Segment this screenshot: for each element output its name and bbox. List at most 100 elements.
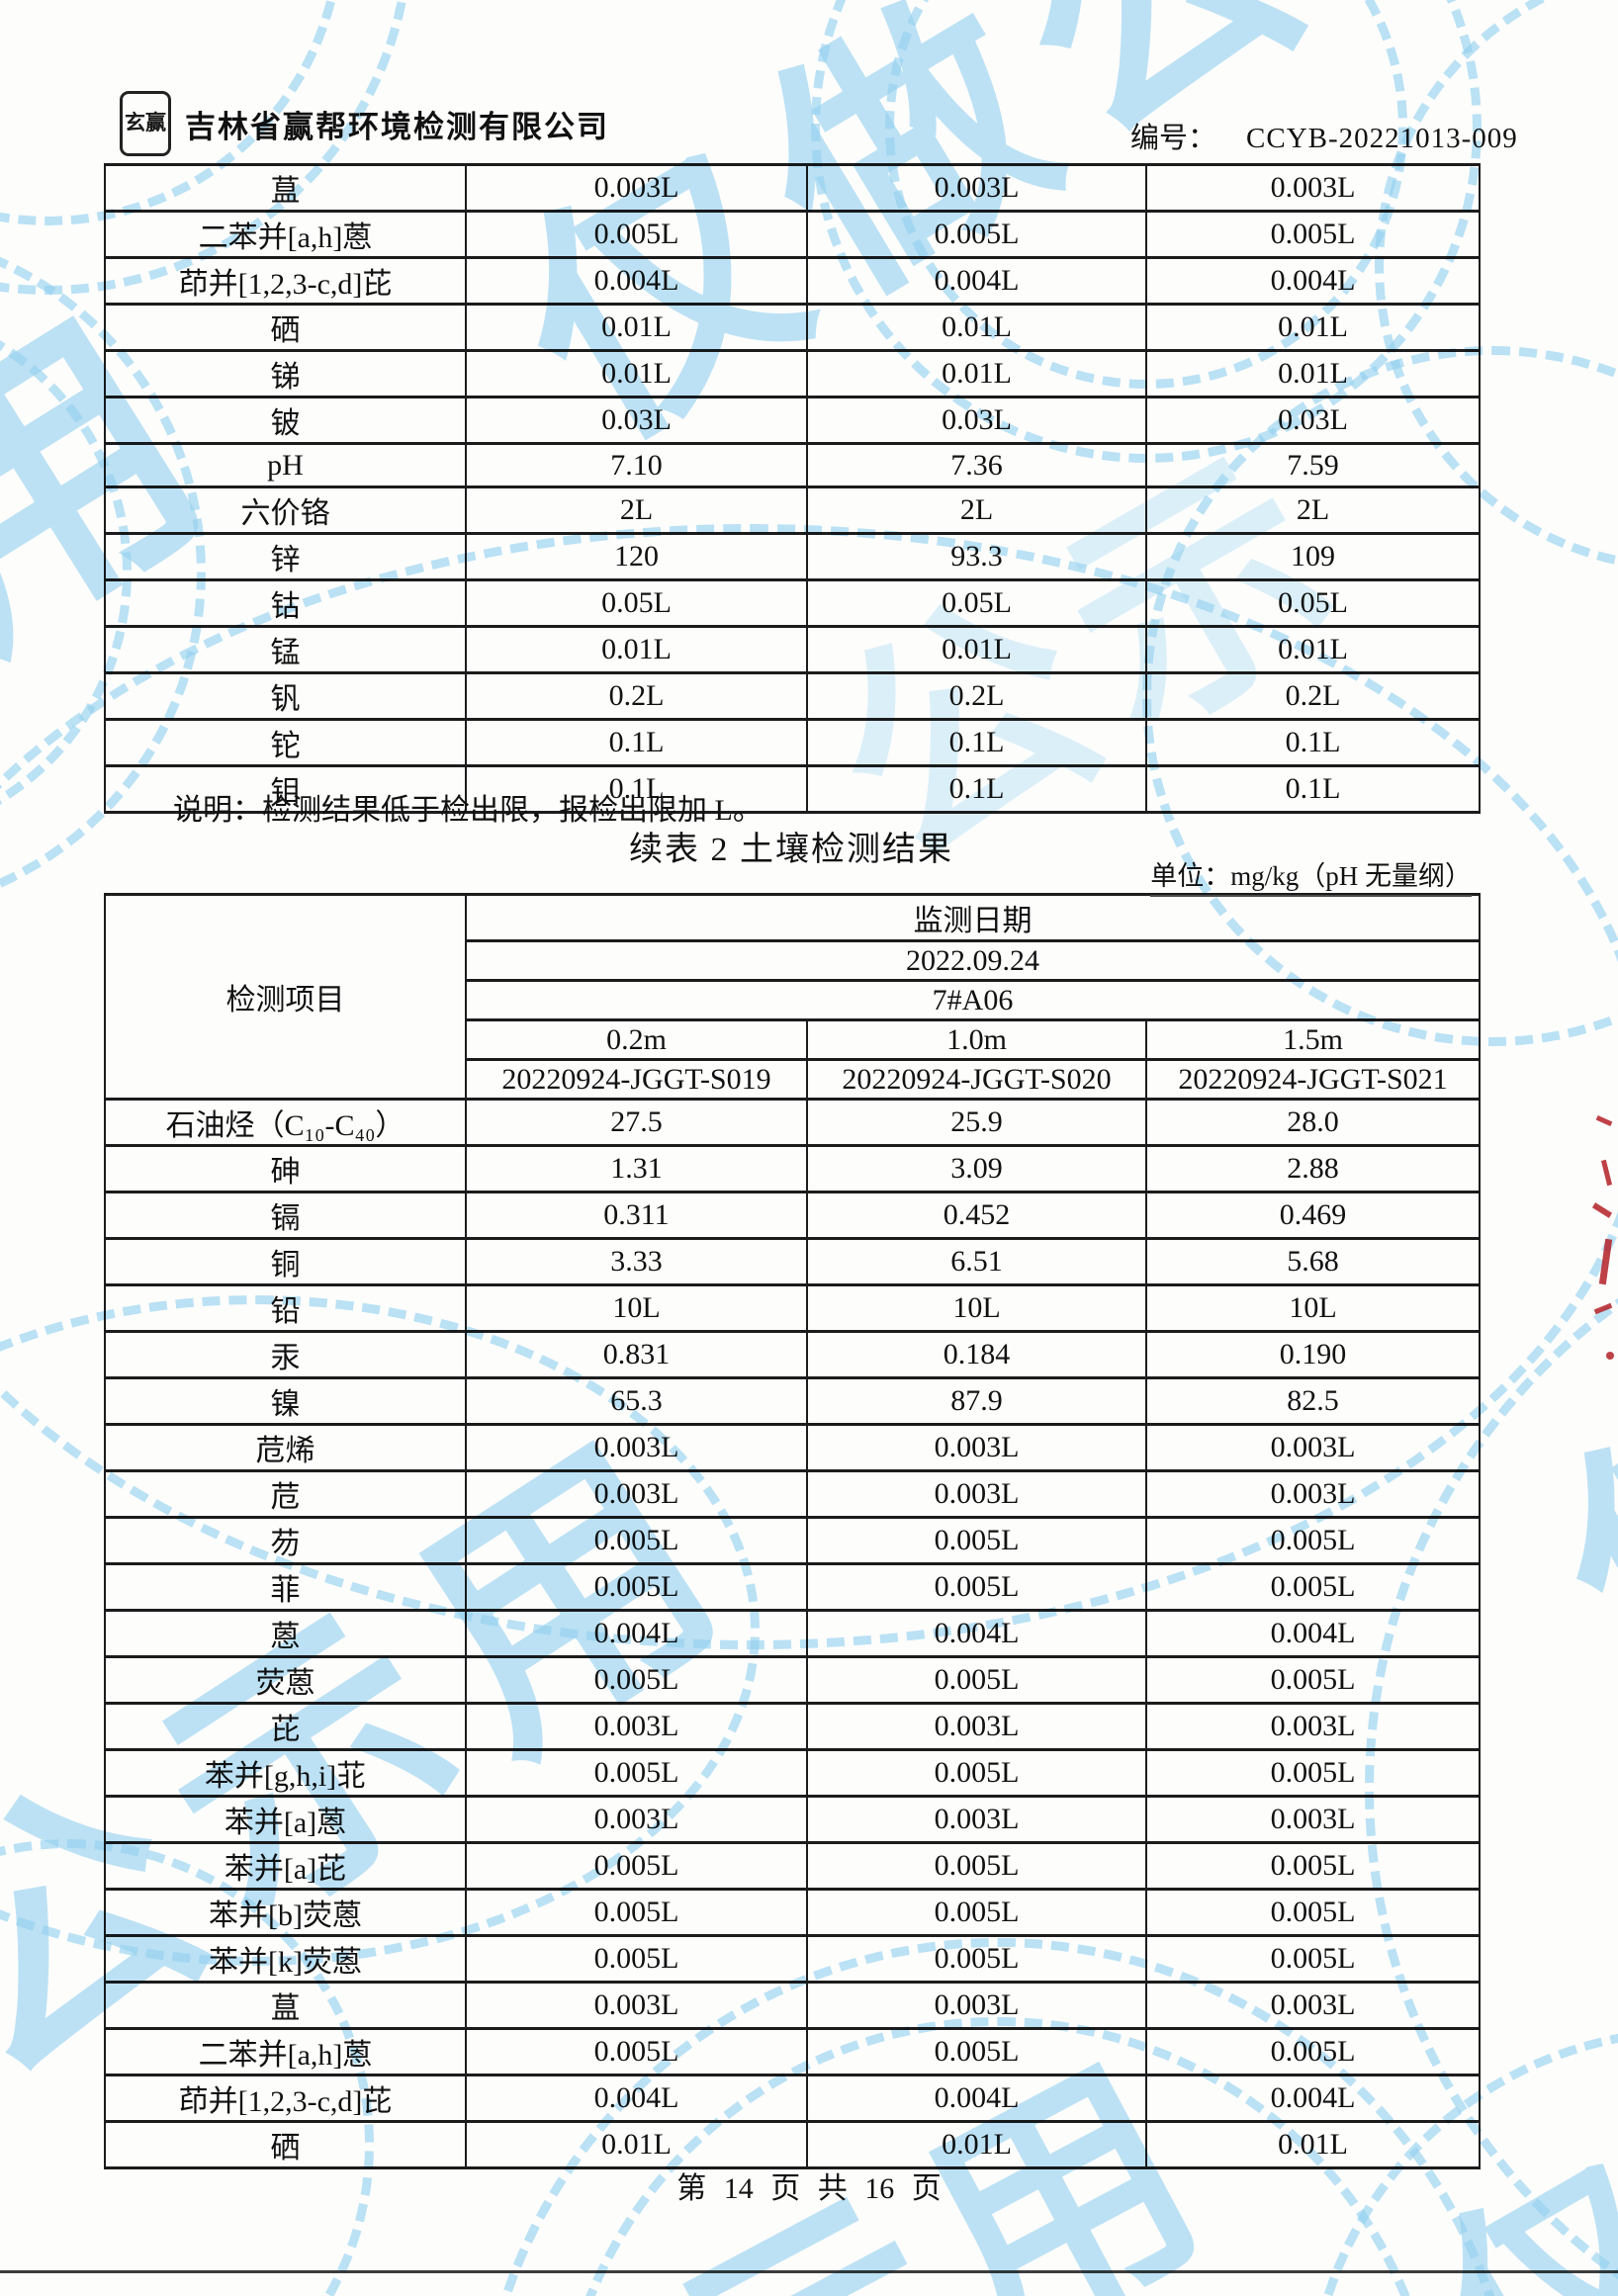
sample-id-cell: 20220924-JGGT-S019 <box>465 1058 808 1101</box>
result-value-cell: 0.003L <box>465 1981 808 2030</box>
table-row: 蒀 0.003L 0.003L 0.003L <box>104 163 1481 213</box>
report-header: 玄赢 吉林省赢帮环境检测有限公司 <box>120 91 609 156</box>
result-value-cell: 0.452 <box>806 1191 1147 1240</box>
result-value-cell: 0.1L <box>806 764 1147 814</box>
result-value-cell: 27.5 <box>465 1098 808 1147</box>
result-value-cell: 0.003L <box>806 1795 1147 1844</box>
analyte-name-cell: 镍 <box>104 1376 467 1426</box>
table-row: 二苯并[a,h]蒽 0.005L 0.005L 0.005L <box>104 210 1481 259</box>
table-row: 砷 1.31 3.09 2.88 <box>104 1144 1482 1193</box>
soil-results-table-2: 检测项目 监测日期 2022.09.24 7#A06 0.2m 1.0m 1.5… <box>104 893 1482 2169</box>
result-value-cell: 0.005L <box>806 1841 1147 1891</box>
result-value-cell: 0.003L <box>465 1702 808 1751</box>
result-value-cell: 0.005L <box>806 1888 1147 1937</box>
analyte-name-cell: pH <box>104 442 467 488</box>
result-value-cell: 0.004L <box>465 256 808 306</box>
result-value-cell: 0.005L <box>1144 1748 1482 1798</box>
result-value-cell: 0.004L <box>806 2074 1147 2123</box>
scan-page-edge-line <box>0 2270 1618 2273</box>
result-value-cell: 0.003L <box>1144 1981 1482 2030</box>
result-value-cell: 2L <box>465 486 808 535</box>
analyte-name-cell: 铊 <box>104 718 467 767</box>
result-value-cell: 0.05L <box>806 578 1147 628</box>
table-row: 硒 0.01L 0.01L 0.01L <box>104 303 1481 352</box>
result-value-cell: 0.004L <box>806 256 1147 306</box>
table-row: 石油烃（C₁₀-C₄₀） 27.5 25.9 28.0 <box>104 1098 1482 1147</box>
table-row: 锑 0.01L 0.01L 0.01L <box>104 349 1481 398</box>
result-value-cell: 0.03L <box>465 396 808 445</box>
result-value-cell: 0.003L <box>465 163 808 213</box>
result-value-cell: 0.003L <box>465 1423 808 1472</box>
result-value-cell: 0.005L <box>1144 1888 1482 1937</box>
result-value-cell: 0.005L <box>465 1934 808 1984</box>
document-number-label: 编号： <box>1130 123 1217 154</box>
analyte-name-cell: 二苯并[a,h]蒽 <box>104 2027 467 2076</box>
analyte-name-cell: 苯并[k]荧蒽 <box>104 1934 467 1984</box>
analyte-name-cell: 硒 <box>104 303 467 352</box>
depth-cell: 1.5m <box>1144 1018 1482 1061</box>
result-value-cell: 0.005L <box>806 2027 1147 2076</box>
result-value-cell: 2L <box>1145 486 1481 535</box>
result-value-cell: 0.005L <box>1144 1516 1482 1565</box>
table-row: 钼 0.1L 0.1L 0.1L <box>104 764 1481 814</box>
result-value-cell: 7.59 <box>1145 442 1481 488</box>
result-value-cell: 0.003L <box>1144 1795 1482 1844</box>
result-value-cell: 0.003L <box>1144 1469 1482 1519</box>
site-cell: 7#A06 <box>464 979 1482 1021</box>
analyte-name-cell: 硒 <box>104 2120 467 2169</box>
analyte-name-cell: 铍 <box>104 396 467 445</box>
result-value-cell: 0.003L <box>1144 1702 1482 1751</box>
sample-id-cell: 20220924-JGGT-S020 <box>806 1058 1147 1101</box>
result-value-cell: 0.005L <box>465 1748 808 1798</box>
result-value-cell: 0.003L <box>1145 163 1481 213</box>
analyte-name-cell: 芘 <box>104 1702 467 1751</box>
table-row: 镍 65.3 87.9 82.5 <box>104 1376 1482 1426</box>
analyte-name-cell: 菲 <box>104 1562 467 1612</box>
result-value-cell: 0.01L <box>1145 349 1481 398</box>
result-value-cell: 0.01L <box>465 2120 808 2169</box>
table-row: 蒀 0.003L 0.003L 0.003L <box>104 1981 1482 2030</box>
result-value-cell: 1.31 <box>465 1144 808 1193</box>
table-row: 铜 3.33 6.51 5.68 <box>104 1237 1482 1286</box>
result-value-cell: 0.004L <box>465 1609 808 1658</box>
result-value-cell: 0.003L <box>806 1423 1147 1472</box>
result-value-cell: 0.005L <box>1144 1934 1482 1984</box>
table-row: 钴 0.05L 0.05L 0.05L <box>104 578 1481 628</box>
result-value-cell: 0.1L <box>806 718 1147 767</box>
analyte-name-cell: 钒 <box>104 671 467 721</box>
result-value-cell: 0.005L <box>1144 1841 1482 1891</box>
result-value-cell: 2L <box>806 486 1147 535</box>
document-number-line: 编号： CCYB-20221013-009 <box>1130 115 1518 156</box>
soil-results-table-continued: 蒀 0.003L 0.003L 0.003L 二苯并[a,h]蒽 0.005L 0.005L… <box>104 163 1481 814</box>
company-seal-logo: 玄赢 <box>120 91 171 156</box>
table-row: 苯并[k]荧蒽 0.005L 0.005L 0.005L <box>104 1934 1482 1984</box>
result-value-cell: 0.311 <box>465 1191 808 1240</box>
red-margin-stamp-fragment <box>1582 1112 1618 1369</box>
result-value-cell: 0.005L <box>465 2027 808 2076</box>
result-value-cell: 2.88 <box>1144 1144 1482 1193</box>
result-value-cell: 25.9 <box>806 1098 1147 1147</box>
result-value-cell: 0.2L <box>465 671 808 721</box>
analyte-name-cell: 二苯并[a,h]蒽 <box>104 210 467 259</box>
analyte-name-cell: 蒽 <box>104 1609 467 1658</box>
result-value-cell: 0.005L <box>465 1516 808 1565</box>
result-value-cell: 0.184 <box>806 1330 1147 1379</box>
result-value-cell: 0.05L <box>465 578 808 628</box>
result-value-cell: 0.005L <box>806 210 1147 259</box>
company-seal-text: 玄赢 <box>125 111 166 135</box>
result-value-cell: 0.01L <box>806 303 1147 352</box>
result-value-cell: 0.005L <box>465 1562 808 1612</box>
result-value-cell: 0.005L <box>465 1655 808 1705</box>
result-value-cell: 0.1L <box>465 718 808 767</box>
result-value-cell: 0.004L <box>465 2074 808 2123</box>
result-value-cell: 0.004L <box>1144 1609 1482 1658</box>
result-value-cell: 28.0 <box>1144 1098 1482 1147</box>
analyte-name-cell: 六价铬 <box>104 486 467 535</box>
table-row: 苯并[a]蒽 0.003L 0.003L 0.003L <box>104 1795 1482 1844</box>
analyte-name-cell: 石油烃（C₁₀-C₄₀） <box>104 1098 467 1147</box>
result-value-cell: 65.3 <box>465 1376 808 1426</box>
result-value-cell: 7.36 <box>806 442 1147 488</box>
analyte-name-cell: 钴 <box>104 578 467 628</box>
result-value-cell: 0.831 <box>465 1330 808 1379</box>
table-row: 钒 0.2L 0.2L 0.2L <box>104 671 1481 721</box>
